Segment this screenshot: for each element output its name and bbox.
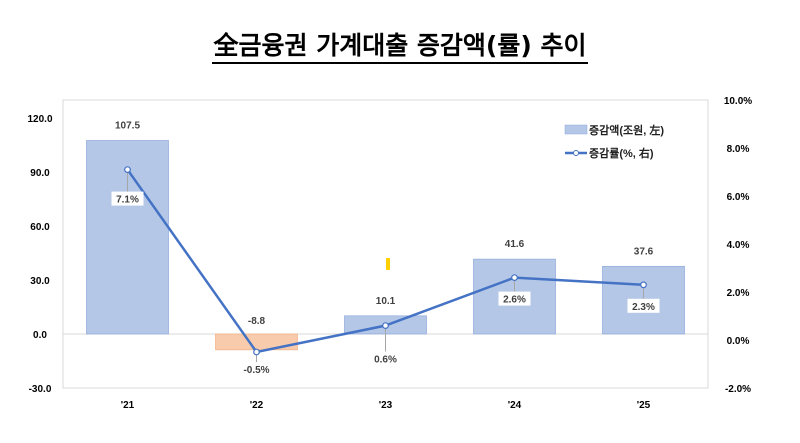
left-axis-tick-label: 90.0 <box>30 168 50 179</box>
line-data-label: 0.6% <box>374 355 397 366</box>
line-data-label: 2.3% <box>632 302 655 313</box>
x-axis-tick-label: '23 <box>379 400 393 411</box>
left-axis-tick-label: 120.0 <box>27 114 52 125</box>
left-axis-tick-label: 60.0 <box>30 222 50 233</box>
line-data-label: 2.6% <box>503 295 526 306</box>
line-label-bg <box>240 362 273 376</box>
line-label-bg <box>498 291 531 306</box>
yellow-marker <box>386 258 390 270</box>
bar-data-label: 41.6 <box>505 239 525 250</box>
bar-data-label: 10.1 <box>376 296 396 307</box>
line-label-bg <box>369 351 402 366</box>
right-axis-tick-label: 8.0% <box>727 144 750 155</box>
bar-data-label: -8.8 <box>248 316 266 327</box>
legend-bar-swatch <box>564 124 588 135</box>
legend-line-label: 증감률(%, 右) <box>589 146 654 160</box>
bar <box>215 333 298 351</box>
line-point <box>640 281 647 289</box>
right-axis-tick-label: 0.0% <box>727 336 750 347</box>
right-axis-tick-label: -2.0% <box>725 384 751 395</box>
right-axis-tick-label: 2.0% <box>727 288 750 299</box>
left-axis-tick-label: 30.0 <box>30 276 50 287</box>
line-point <box>124 166 131 174</box>
right-axis-tick-label: 6.0% <box>727 192 750 203</box>
left-axis-tick-label: 0.0 <box>33 330 47 341</box>
x-axis-tick-label: '24 <box>508 400 522 411</box>
right-axis-tick-label: 4.0% <box>727 240 750 251</box>
bar-data-label: 37.6 <box>634 246 654 257</box>
line-label-bg <box>627 298 660 313</box>
legend-bar-label: 증감액(조원, 左) <box>589 123 664 137</box>
left-axis-tick-label: -30.0 <box>29 384 52 395</box>
line-label-bg <box>111 191 144 206</box>
right-axis-tick-label: 10.0% <box>724 96 752 107</box>
legend-line-marker <box>573 150 579 156</box>
bar-data-label: 107.5 <box>115 121 140 132</box>
x-axis-tick-label: '21 <box>121 400 135 411</box>
line-point <box>253 348 260 356</box>
line-data-label: 7.1% <box>116 195 139 206</box>
line-data-label: -0.5% <box>243 365 269 376</box>
x-axis-tick-label: '25 <box>637 400 651 411</box>
line-point <box>511 274 518 282</box>
line-point <box>382 322 389 330</box>
x-axis-tick-label: '22 <box>250 400 264 411</box>
chart-title: 全금융권 가계대출 증감액(률) 추이 <box>0 26 800 64</box>
